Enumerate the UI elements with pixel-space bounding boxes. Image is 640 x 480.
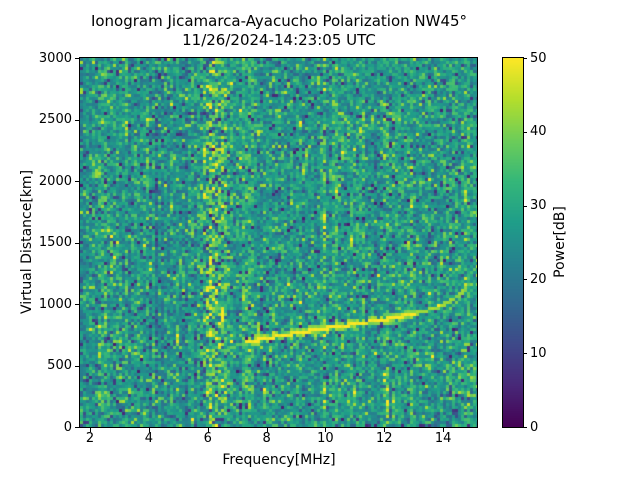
y-tick-label: 2500	[38, 112, 72, 127]
colorbar-tick-mark	[523, 58, 527, 59]
colorbar-tick-label: 30	[530, 198, 547, 214]
y-tick-label: 500	[47, 358, 72, 373]
y-tick-label: 1000	[38, 296, 72, 312]
colorbar-frame	[502, 57, 524, 428]
colorbar-tick-label: 20	[530, 271, 547, 287]
x-tick-mark	[443, 428, 445, 432]
x-tick-label: 10	[317, 431, 334, 446]
y-tick-label: 0	[63, 419, 72, 435]
x-tick-label: 12	[376, 431, 393, 446]
x-axis-label: Frequency[MHz]	[222, 452, 336, 468]
plot-title: Ionogram Jicamarca-Ayacucho Polarization…	[90, 12, 468, 30]
x-tick-mark	[148, 428, 150, 432]
y-tick-label: 2000	[38, 173, 72, 189]
plot-subtitle-timestamp: 11/26/2024-14:23:05 UTC	[182, 31, 376, 49]
colorbar-tick-label: 0	[530, 419, 539, 435]
y-tick-label: 3000	[38, 50, 72, 66]
colorbar-tick-mark	[523, 353, 527, 355]
plot-frame	[79, 57, 478, 428]
y-tick-mark	[75, 427, 79, 428]
colorbar-gradient-canvas	[503, 58, 523, 427]
y-tick-mark	[75, 304, 79, 305]
colorbar-tick-mark	[523, 205, 527, 207]
y-axis-label: Virtual Distance[km]	[19, 169, 35, 315]
x-tick-mark	[266, 428, 268, 432]
colorbar-tick-label: 10	[530, 345, 547, 361]
x-tick-label: 8	[262, 431, 271, 446]
colorbar-label: Power[dB]	[552, 206, 568, 278]
colorbar-tick-label: 40	[530, 124, 547, 140]
colorbar-tick-mark	[523, 279, 527, 281]
y-tick-mark	[75, 119, 79, 121]
colorbar-tick-mark	[523, 131, 527, 133]
y-tick-mark	[75, 58, 79, 59]
y-tick-mark	[75, 365, 79, 367]
y-tick-mark	[75, 181, 79, 182]
x-tick-label: 14	[434, 431, 452, 446]
x-tick-mark	[90, 428, 91, 432]
x-tick-label: 6	[203, 431, 212, 446]
colorbar-tick-label: 50	[530, 50, 547, 66]
x-tick-label: 2	[85, 431, 95, 446]
x-tick-mark	[384, 428, 386, 432]
x-tick-mark	[207, 428, 209, 432]
x-tick-mark	[325, 428, 327, 432]
x-tick-label: 4	[144, 431, 153, 446]
y-tick-label: 1500	[38, 235, 72, 250]
ionogram-heatmap-canvas	[80, 58, 477, 427]
colorbar-tick-mark	[523, 427, 527, 428]
y-tick-mark	[75, 242, 79, 244]
